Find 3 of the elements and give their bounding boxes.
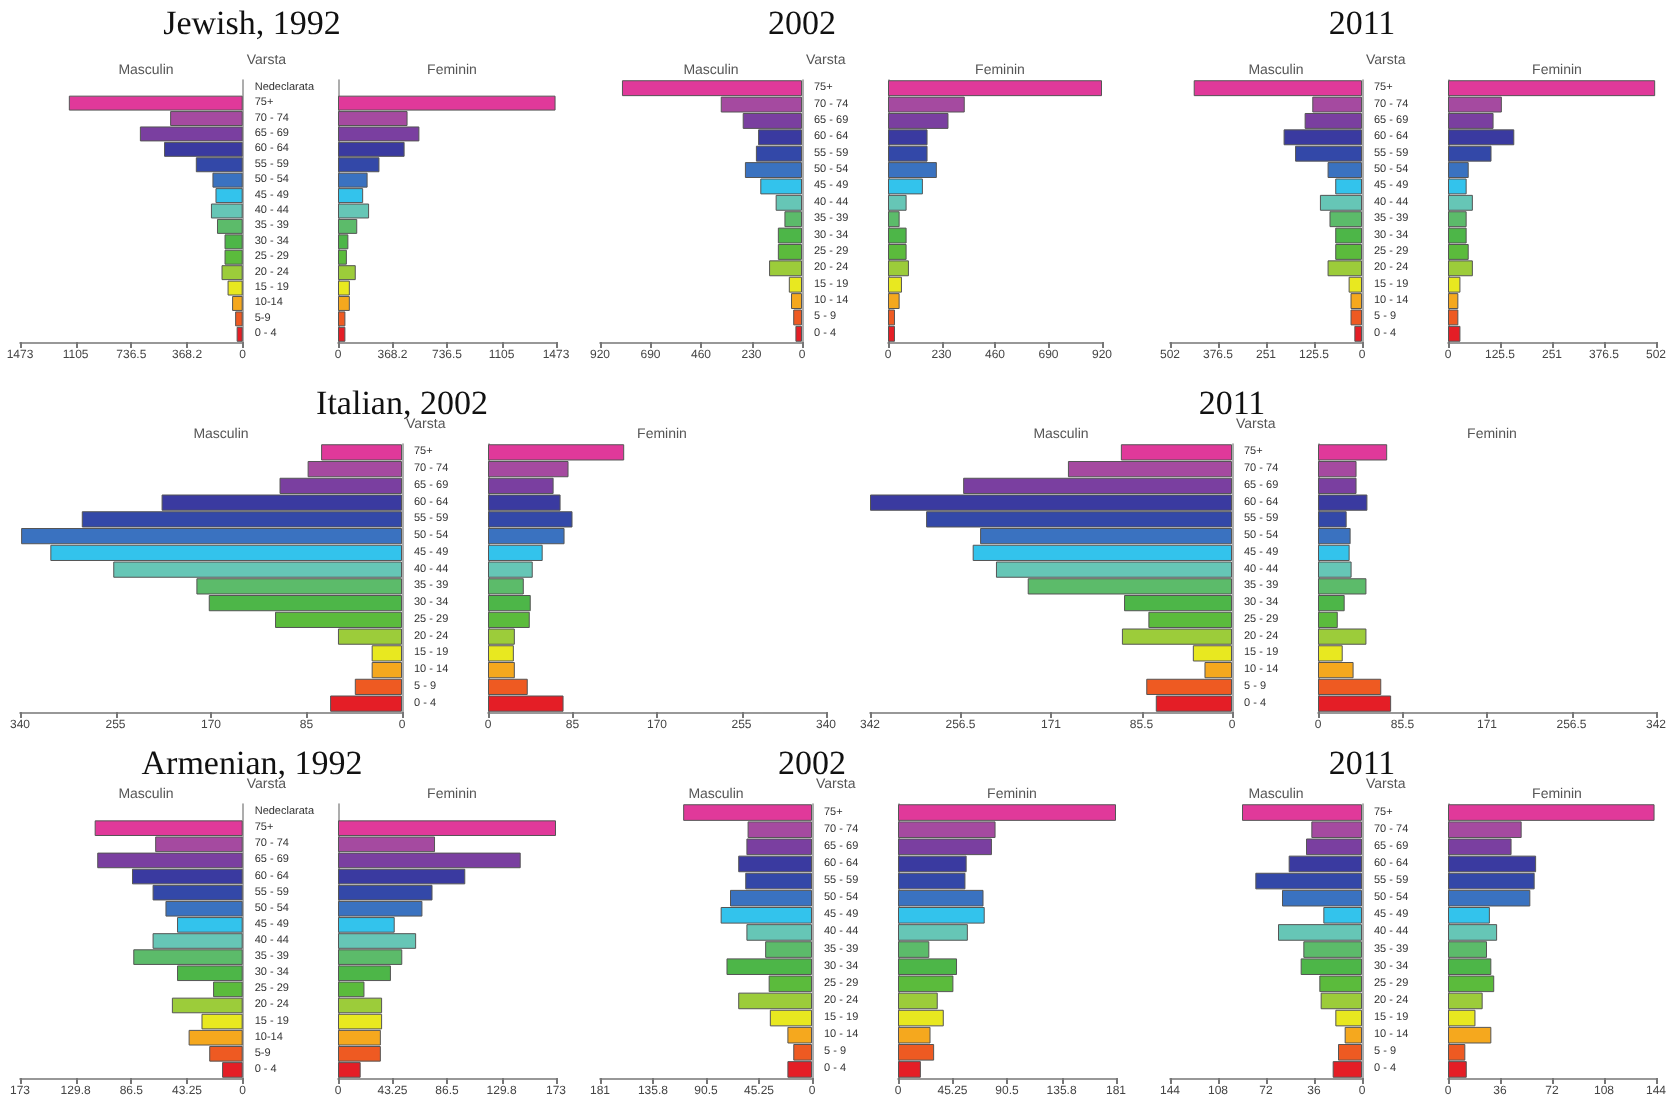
- chart-title: 2002: [768, 4, 836, 44]
- chart-title: Jewish, 1992: [163, 4, 341, 44]
- chart-title: 2011: [1328, 4, 1396, 44]
